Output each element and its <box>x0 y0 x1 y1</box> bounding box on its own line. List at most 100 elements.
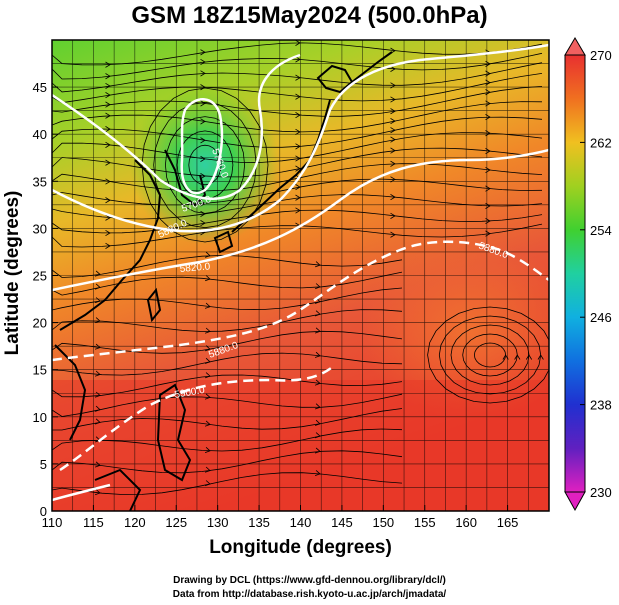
streamline-arrow <box>295 128 301 135</box>
colorbar-tick-label: 230 <box>590 485 612 500</box>
streamline <box>164 116 245 214</box>
streamline-arrow <box>204 480 211 487</box>
streamline-arrow <box>94 461 101 468</box>
streamline <box>52 42 543 66</box>
contour-label-4: 5820.0 <box>179 261 211 275</box>
x-tick-label: 115 <box>83 515 104 530</box>
streamline-arrow <box>485 130 491 137</box>
streamline <box>52 393 403 417</box>
streamline-arrow <box>485 166 491 174</box>
streamline-arrow <box>390 108 396 115</box>
streamline-arrow <box>295 184 301 191</box>
streamline-arrow <box>105 61 111 68</box>
streamline-arrow <box>525 354 533 360</box>
streamline-arrow <box>314 403 321 410</box>
upper-low-region <box>130 85 280 245</box>
streamline <box>52 132 543 163</box>
y-tick-label: 20 <box>33 316 47 331</box>
streamline-arrow <box>204 275 211 282</box>
contour-lines <box>52 43 549 502</box>
streamline-arrow <box>485 70 491 77</box>
streamline-arrow <box>200 118 206 125</box>
streamline <box>52 86 543 117</box>
streamline-arrow <box>105 141 111 148</box>
streamline-arrow <box>295 74 301 81</box>
streamline <box>52 352 403 376</box>
colorbar-bottom-triangle <box>564 491 586 512</box>
streamline-arrow <box>200 100 206 107</box>
streamline <box>188 144 222 186</box>
contour-5760 <box>52 43 549 233</box>
streamline <box>52 287 403 311</box>
streamline-arrow <box>94 297 101 304</box>
kyushu-coast <box>213 230 234 254</box>
streamline-arrow <box>295 155 301 162</box>
x-tick-label: 125 <box>165 515 187 530</box>
streamline-arrow <box>485 202 491 209</box>
streamline-arrow <box>390 176 396 183</box>
streamline-arrow <box>204 251 211 258</box>
china-coast <box>59 159 162 331</box>
x-tick-label: 130 <box>207 515 229 530</box>
contour-label-3: 5900.0 <box>174 385 206 401</box>
streamline <box>450 324 530 386</box>
streamline-arrow <box>204 466 211 473</box>
streamline <box>473 342 506 368</box>
streamline-arrow <box>200 200 206 207</box>
streamline-arrow <box>105 73 111 80</box>
warm-anomaly-east <box>360 240 549 420</box>
streamline <box>176 130 234 200</box>
y-tick-label: 45 <box>33 80 47 95</box>
streamline <box>52 254 403 278</box>
streamline-arrow <box>200 155 206 162</box>
streamline <box>52 271 403 296</box>
streamline-arrow <box>105 214 111 221</box>
streamline <box>141 87 269 243</box>
streamline-arrow <box>295 194 301 201</box>
streamline <box>52 194 543 220</box>
streamline-arrow <box>94 270 101 277</box>
streamline-arrow <box>204 345 211 352</box>
streamline-arrow <box>390 231 396 238</box>
streamline <box>52 223 543 248</box>
y-tick-label: 35 <box>33 174 47 189</box>
streamline-arrow <box>200 210 206 217</box>
x-tick-labels: 110 115 120 125 130 135 140 145 150 155 160 165 <box>42 505 518 530</box>
streamlines <box>52 40 555 496</box>
y-tick-label: 40 <box>33 127 47 142</box>
streamline-arrow <box>390 127 396 134</box>
map-plot: 5880.0 5880.0 5900.0 5820.0 5880.0 5700.… <box>33 37 612 530</box>
streamline-arrow <box>295 56 301 63</box>
streamline <box>438 315 542 395</box>
y-tick-label: 0 <box>40 504 47 519</box>
x-tick-label: 135 <box>248 515 270 530</box>
streamline-arrow <box>200 84 206 91</box>
streamline <box>52 147 543 178</box>
credit-line-1: Drawing by DCL (https://www.gfd-dennou.o… <box>173 575 446 586</box>
streamline-arrow <box>200 137 206 144</box>
colorbar-tick-label: 246 <box>590 310 612 325</box>
streamline-arrow <box>105 178 111 185</box>
streamline-arrow <box>502 354 509 360</box>
streamline-arrow <box>314 327 321 334</box>
streamline-arrow <box>295 143 301 150</box>
streamline-arrow <box>204 357 211 364</box>
streamline-arrow <box>550 355 555 360</box>
streamline-arrow <box>390 147 396 154</box>
colorbar-tick-labels: 230 238 246 254 262 270 <box>580 48 612 500</box>
streamline-arrow <box>314 351 321 358</box>
streamline-arrow <box>314 447 321 454</box>
streamline <box>52 101 543 133</box>
streamline <box>462 333 518 377</box>
y-tick-label: 25 <box>33 269 47 284</box>
streamline-arrow <box>485 148 491 155</box>
streamline-arrow <box>314 283 321 290</box>
streamline-arrow <box>485 114 491 121</box>
x-tick-label: 150 <box>372 515 394 530</box>
map-title: GSM 18Z15May2024 (500.0hPa) <box>131 2 488 29</box>
streamline <box>153 101 257 229</box>
streamline-arrow <box>295 93 301 100</box>
streamline-arrow <box>390 160 396 167</box>
streamline <box>52 309 403 332</box>
streamline-arrow <box>485 89 491 96</box>
